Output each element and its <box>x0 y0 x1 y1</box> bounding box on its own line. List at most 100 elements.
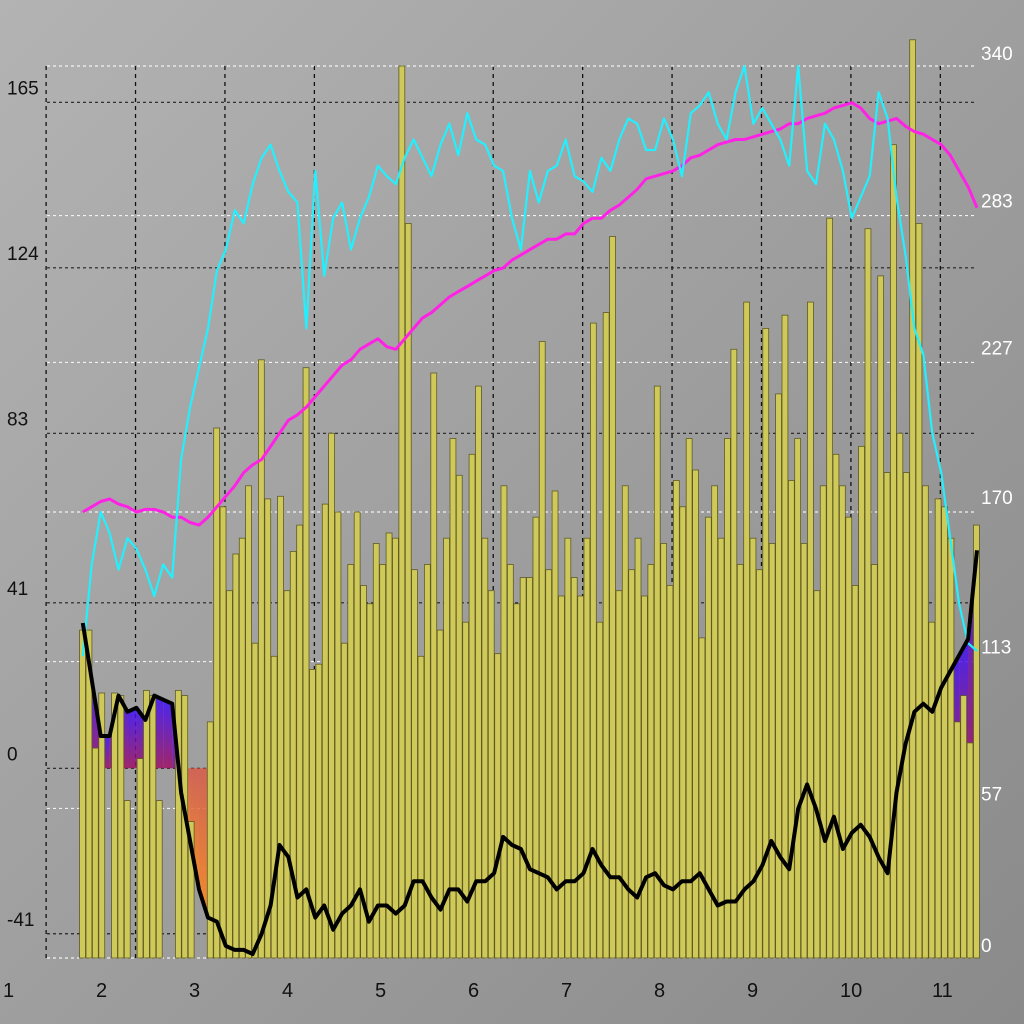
bar <box>858 445 865 959</box>
bar <box>206 721 214 959</box>
bar <box>245 485 252 959</box>
bar <box>494 653 502 959</box>
bar <box>775 393 782 959</box>
area-segment <box>154 695 164 769</box>
bar <box>653 385 661 959</box>
bar <box>551 490 559 959</box>
bar <box>309 669 316 959</box>
bar <box>462 621 470 959</box>
bar <box>564 537 572 959</box>
area-segment <box>190 768 200 890</box>
bar <box>449 438 457 959</box>
bar <box>532 516 540 959</box>
x-tick-label: 4 <box>282 980 293 1002</box>
bar <box>321 503 329 959</box>
bar <box>538 341 546 959</box>
bar <box>379 564 387 959</box>
bar <box>621 485 629 959</box>
right-tick-label: 283 <box>981 192 1013 213</box>
bar <box>340 642 348 959</box>
bar <box>813 590 821 959</box>
bar <box>296 524 304 959</box>
bar <box>609 236 616 959</box>
bar <box>871 564 878 959</box>
bar <box>526 577 533 959</box>
area-segment <box>199 768 208 918</box>
left-tick-label: -41 <box>7 910 34 931</box>
bar <box>353 511 361 959</box>
bar <box>347 564 355 959</box>
bar <box>264 498 272 959</box>
bar <box>711 485 719 959</box>
bar-series <box>79 39 980 959</box>
bar <box>136 758 144 959</box>
bar <box>660 543 668 959</box>
bar <box>149 695 157 959</box>
bar <box>417 655 425 959</box>
bar <box>123 800 131 959</box>
bar <box>155 800 163 959</box>
bar <box>615 590 623 959</box>
x-tick-label: 9 <box>747 980 758 1002</box>
bar <box>302 367 310 959</box>
bar <box>736 564 744 959</box>
bar <box>232 553 240 959</box>
bar <box>743 301 751 959</box>
x-tick-label: 3 <box>189 980 200 1002</box>
bar <box>928 621 936 959</box>
x-tick-label: 1 <box>3 980 14 1002</box>
bar <box>762 327 770 959</box>
cyan-line <box>81 64 978 657</box>
bar <box>966 742 974 959</box>
bar <box>143 690 150 959</box>
bar <box>800 543 808 959</box>
bar <box>85 629 93 959</box>
x-tick-label: 8 <box>654 980 665 1002</box>
bar <box>819 485 827 959</box>
bar <box>404 222 412 959</box>
bar <box>934 498 942 959</box>
bar <box>111 692 118 959</box>
left-tick-label: 165 <box>7 78 39 99</box>
bar <box>98 692 106 959</box>
bar <box>679 506 687 959</box>
black-line <box>80 550 979 956</box>
right-tick-label: 57 <box>981 784 1002 805</box>
bar <box>890 144 897 959</box>
tick-labels: -41 0 41 83 124 165 0 57 113 170 227 283 340 1 2 3 4 5 6 7 8… <box>3 44 1013 1002</box>
area-segment <box>163 699 173 769</box>
bar <box>724 438 731 959</box>
bar <box>436 629 444 959</box>
left-tick-label: 124 <box>7 244 39 265</box>
bar <box>187 821 195 959</box>
bar <box>79 629 86 959</box>
bar <box>756 569 763 959</box>
bar <box>941 506 948 959</box>
magenta-line <box>82 101 979 527</box>
right-tick-label: 227 <box>981 338 1013 359</box>
bar <box>487 590 495 959</box>
bar <box>634 537 642 959</box>
bar <box>794 438 802 959</box>
left-tick-label: 41 <box>7 579 28 600</box>
bar <box>641 595 648 959</box>
bar <box>583 537 591 959</box>
bar <box>328 432 335 959</box>
bar <box>360 585 367 959</box>
bar <box>832 453 840 959</box>
bar <box>845 516 853 959</box>
bar <box>839 485 846 959</box>
bar <box>730 348 738 959</box>
bar <box>749 537 757 959</box>
bar <box>443 537 450 959</box>
bar <box>174 690 182 959</box>
bar <box>545 569 553 959</box>
left-tick-label: 83 <box>7 409 28 430</box>
bar <box>289 551 297 959</box>
bar <box>666 585 674 959</box>
x-tick-label: 11 <box>932 980 953 1002</box>
bar <box>647 564 655 959</box>
bar <box>922 485 929 959</box>
bar <box>973 524 980 959</box>
